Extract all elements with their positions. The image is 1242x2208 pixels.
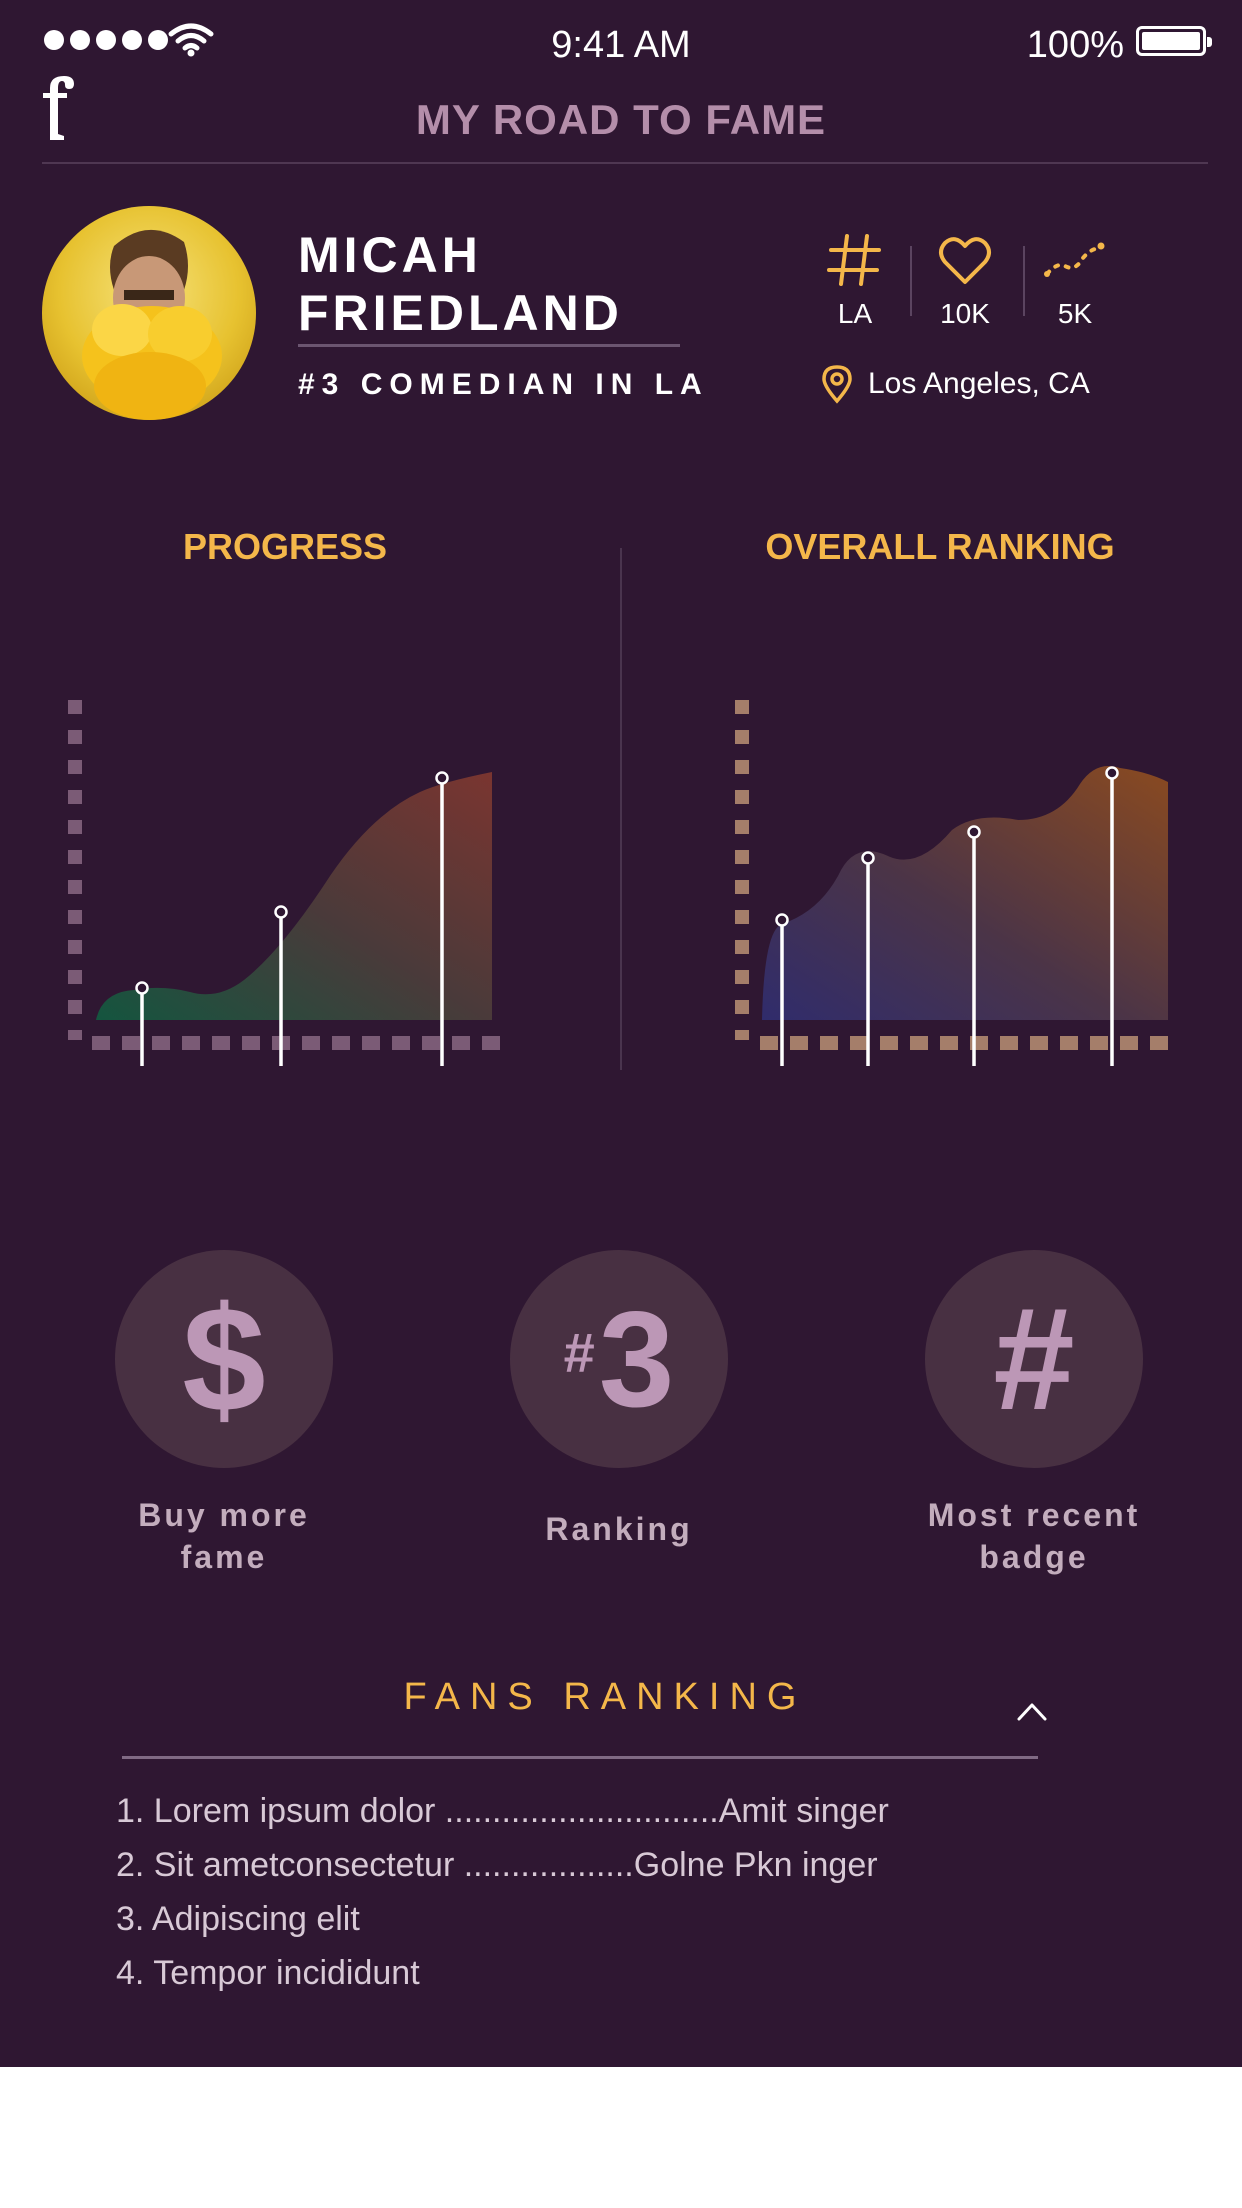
progress-marker[interactable]	[435, 771, 449, 1067]
status-bar: 9:41 AM 100%	[0, 18, 1242, 72]
hashtag-glyph: #	[993, 1277, 1075, 1440]
ranking-marker[interactable]	[861, 851, 875, 1067]
stat-trend-value: 5K	[1057, 298, 1093, 329]
progress-chart-title: PROGRESS	[182, 526, 388, 567]
profile-subtitle: #3 COMEDIAN IN LA	[298, 368, 709, 401]
stat-location[interactable]: LA	[800, 232, 910, 330]
fans-ranking-title: FANS RANKING	[403, 1676, 807, 1718]
avatar[interactable]	[42, 206, 256, 420]
name-divider	[298, 344, 680, 347]
heart-icon	[939, 237, 991, 284]
list-item[interactable]: 3. Adipiscing elit	[116, 1900, 360, 1938]
list-item[interactable]: 4. Tempor incididunt	[116, 1954, 420, 1992]
ranking-label-line1: Ranking	[545, 1511, 693, 1547]
rank-badge-icon: # 3	[510, 1250, 728, 1468]
buy-fame-label: Buy more fame	[94, 1494, 354, 1578]
stat-divider	[910, 246, 912, 316]
location-pin-icon	[822, 365, 852, 404]
ranking-chart-title: OVERALL RANKING	[765, 526, 1115, 567]
location-text: Los Angeles, CA	[868, 367, 1090, 400]
progress-chart	[68, 700, 502, 1067]
trend-icon	[1044, 242, 1105, 277]
wifi-icon	[168, 23, 214, 57]
header-divider	[42, 162, 1208, 164]
status-time: 9:41 AM	[551, 24, 691, 66]
recent-badge-label-line1: Most recent	[927, 1497, 1141, 1533]
recent-badge-label: Most recent badge	[904, 1494, 1164, 1578]
progress-marker[interactable]	[135, 981, 149, 1067]
dollar-glyph: $	[182, 1275, 266, 1443]
stat-likes[interactable]: 10K	[910, 232, 1020, 330]
list-item[interactable]: 1. Lorem ipsum dolor ...................…	[116, 1792, 889, 1830]
progress-marker[interactable]	[274, 905, 288, 1067]
recent-badge-label-line2: badge	[979, 1539, 1089, 1575]
page-title: MY ROAD TO FAME	[415, 96, 827, 143]
list-item[interactable]: 2. Sit ametconsectetur .................…	[116, 1846, 878, 1884]
fans-divider	[122, 1756, 1038, 1759]
hashtag-badge-icon: #	[925, 1250, 1143, 1468]
buy-fame-button[interactable]: $ Buy more fame	[94, 1250, 354, 1578]
stat-location-value: LA	[837, 298, 873, 329]
ranking-label: Ranking	[489, 1508, 749, 1550]
hashtag-icon	[827, 234, 881, 286]
buy-fame-label-line2: fame	[180, 1539, 268, 1575]
chevron-up-icon[interactable]	[1016, 1700, 1048, 1722]
chart-divider	[620, 548, 622, 1070]
buy-fame-label-line1: Buy more	[138, 1497, 310, 1533]
stat-divider	[1023, 246, 1025, 316]
profile-name-last: FRIEDLAND	[298, 285, 623, 341]
profile-name: MICAH FRIEDLAND	[298, 226, 738, 342]
dollar-icon: $	[115, 1250, 333, 1468]
stat-likes-value: 10K	[940, 298, 990, 329]
progress-area	[96, 772, 492, 1020]
location: Los Angeles, CA	[820, 364, 1090, 404]
ranking-marker[interactable]	[967, 825, 981, 1067]
ranking-chart	[735, 700, 1168, 1067]
battery-percent: 100%	[1026, 24, 1124, 66]
rank-prefix: #	[563, 1321, 595, 1384]
rank-number: 3	[598, 1283, 675, 1435]
ranking-button[interactable]: # 3 Ranking	[489, 1250, 749, 1550]
ranking-area	[762, 766, 1168, 1020]
app-screen: 9:41 AM 100% MY ROAD TO FAME	[0, 0, 1242, 2067]
profile-name-first: MICAH	[298, 227, 482, 283]
stat-trend[interactable]: 5K	[1020, 232, 1130, 330]
ranking-marker[interactable]	[1105, 766, 1119, 1067]
fans-list: 1. Lorem ipsum dolor ...................…	[116, 1784, 889, 2000]
f-logo-icon[interactable]	[40, 76, 76, 140]
recent-badge-button[interactable]: # Most recent badge	[904, 1250, 1164, 1578]
ranking-marker[interactable]	[775, 913, 789, 1067]
battery-icon	[1136, 26, 1212, 56]
signal-icon	[44, 30, 168, 50]
